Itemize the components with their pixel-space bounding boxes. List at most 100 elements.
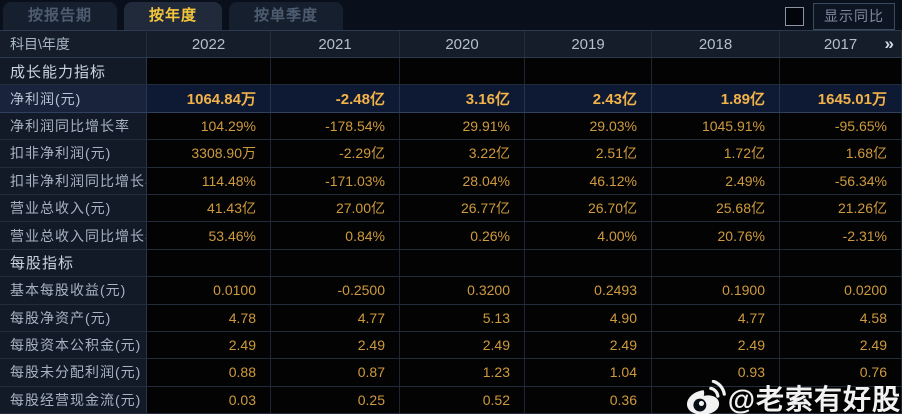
value-cell: 0.36 xyxy=(525,386,652,414)
value-cell xyxy=(652,249,780,277)
value-cell xyxy=(780,58,902,85)
more-years-chevron-icon[interactable]: » xyxy=(884,34,894,53)
value-cell: 0.25 xyxy=(271,386,400,414)
value-cell: 41.43亿 xyxy=(147,194,271,222)
table-row: 每股指标 xyxy=(0,249,902,278)
value-cell: 0.93 xyxy=(652,359,780,386)
value-cell: 26.77亿 xyxy=(400,194,525,222)
year-header-2020: 2020 xyxy=(400,31,525,57)
value-cell: 1645.01万 xyxy=(780,85,902,112)
value-cell: 2.49 xyxy=(780,331,902,359)
value-cell: 53.46% xyxy=(147,222,271,249)
value-cell: 2.49 xyxy=(652,331,780,359)
value-cell: 28.04% xyxy=(400,167,525,194)
row-label: 扣非净利润(元) xyxy=(0,140,147,167)
year-header-2019: 2019 xyxy=(525,31,652,57)
value-cell: -0.2500 xyxy=(271,277,400,304)
value-cell: 2.49 xyxy=(525,331,652,359)
tab-quarterly[interactable]: 按单季度 xyxy=(229,2,344,30)
value-cell: 25.68亿 xyxy=(652,194,780,222)
table-row: 每股净资产(元) 4.78 4.77 5.13 4.90 4.77 4.58 xyxy=(0,304,902,332)
value-cell: 29.91% xyxy=(400,112,525,140)
table-row: 净利润同比增长率 104.29% -178.54% 29.91% 29.03% 1045.… xyxy=(0,112,902,141)
value-cell: 29.03% xyxy=(525,112,652,140)
value-cell: 1064.84万 xyxy=(147,85,271,112)
value-cell: 3308.90万 xyxy=(147,140,271,167)
value-cell: 0.76 xyxy=(780,359,902,386)
table-row: 每股经营现金流(元) 0.03 0.25 0.52 0.36 xyxy=(0,386,902,414)
value-cell xyxy=(400,58,525,85)
value-cell: 21.26亿 xyxy=(780,194,902,222)
value-cell: -2.29亿 xyxy=(271,140,400,167)
value-cell: -2.31% xyxy=(780,222,902,249)
value-cell: 3.22亿 xyxy=(400,140,525,167)
value-cell: 1.23 xyxy=(400,359,525,386)
table-row: 扣非净利润同比增长率 114.48% -171.03% 28.04% 46.12% 2.4… xyxy=(0,167,902,195)
table-row: 营业总收入(元) 41.43亿 27.00亿 26.77亿 26.70亿 25.68亿 21… xyxy=(0,194,902,223)
year-header-2022: 2022 xyxy=(147,31,271,57)
row-label: 成长能力指标 xyxy=(0,58,147,85)
value-cell xyxy=(147,58,271,85)
value-cell: 0.88 xyxy=(147,359,271,386)
value-cell xyxy=(652,58,780,85)
value-cell: 46.12% xyxy=(525,167,652,194)
row-label: 扣非净利润同比增长率 xyxy=(0,167,147,194)
value-cell: 104.29% xyxy=(147,112,271,140)
value-cell: 2.43亿 xyxy=(525,85,652,112)
value-cell: 2.49% xyxy=(652,167,780,194)
value-cell: 4.77 xyxy=(271,304,400,331)
value-cell: 4.78 xyxy=(147,304,271,331)
value-cell: 0.0100 xyxy=(147,277,271,304)
value-cell xyxy=(780,386,902,414)
year-header-2017: 2017» xyxy=(780,31,902,57)
value-cell xyxy=(147,249,271,277)
corner-label: 科目\年度 xyxy=(0,31,147,57)
value-cell: 0.2493 xyxy=(525,277,652,304)
table-row: 基本每股收益(元) 0.0100 -0.2500 0.3200 0.2493 0.1900… xyxy=(0,277,902,305)
indicator-table: 科目\年度 2022 2021 2020 2019 2018 2017» 成长能力指标 净利润(… xyxy=(0,30,902,414)
value-cell: -95.65% xyxy=(780,112,902,140)
row-label: 每股未分配利润(元) xyxy=(0,359,147,386)
value-cell: 0.3200 xyxy=(400,277,525,304)
value-cell: 114.48% xyxy=(147,167,271,194)
value-cell: 2.51亿 xyxy=(525,140,652,167)
row-label: 每股指标 xyxy=(0,249,147,277)
value-cell: 26.70亿 xyxy=(525,194,652,222)
tab-report-period[interactable]: 按报告期 xyxy=(3,2,118,30)
value-cell: 3.16亿 xyxy=(400,85,525,112)
value-cell: 0.84% xyxy=(271,222,400,249)
value-cell: 2.49 xyxy=(271,331,400,359)
row-label: 营业总收入同比增长率 xyxy=(0,222,147,249)
table-row: 营业总收入同比增长率 53.46% 0.84% 0.26% 4.00% 20.76% -2.… xyxy=(0,222,902,250)
row-label: 每股经营现金流(元) xyxy=(0,386,147,414)
show-yoy-label[interactable]: 显示同比 xyxy=(813,3,895,30)
year-header-2021: 2021 xyxy=(271,31,400,57)
value-cell: 2.49 xyxy=(147,331,271,359)
value-cell: 5.13 xyxy=(400,304,525,331)
table-row: 净利润(元) 1064.84万 -2.48亿 3.16亿 2.43亿 1.89亿 1645.… xyxy=(0,85,902,113)
value-cell: 4.90 xyxy=(525,304,652,331)
value-cell xyxy=(780,249,902,277)
period-tabbar: 按报告期 按年度 按单季度 显示同比 xyxy=(0,0,902,30)
value-cell xyxy=(271,58,400,85)
show-yoy-checkbox[interactable] xyxy=(785,7,804,26)
table-header-row: 科目\年度 2022 2021 2020 2019 2018 2017» xyxy=(0,30,902,58)
value-cell: 0.26% xyxy=(400,222,525,249)
value-cell: 4.00% xyxy=(525,222,652,249)
value-cell: 0.52 xyxy=(400,386,525,414)
row-label: 基本每股收益(元) xyxy=(0,277,147,304)
value-cell: 0.03 xyxy=(147,386,271,414)
value-cell: -178.54% xyxy=(271,112,400,140)
row-label: 营业总收入(元) xyxy=(0,194,147,222)
row-label: 每股资本公积金(元) xyxy=(0,331,147,359)
tab-annual[interactable]: 按年度 xyxy=(124,2,223,30)
value-cell xyxy=(400,249,525,277)
table-row: 每股资本公积金(元) 2.49 2.49 2.49 2.49 2.49 2.49 xyxy=(0,331,902,360)
value-cell: -171.03% xyxy=(271,167,400,194)
value-cell: 1.04 xyxy=(525,359,652,386)
row-label: 净利润同比增长率 xyxy=(0,112,147,140)
value-cell: 4.77 xyxy=(652,304,780,331)
value-cell: 2.49 xyxy=(400,331,525,359)
value-cell: 4.58 xyxy=(780,304,902,331)
value-cell: -2.48亿 xyxy=(271,85,400,112)
